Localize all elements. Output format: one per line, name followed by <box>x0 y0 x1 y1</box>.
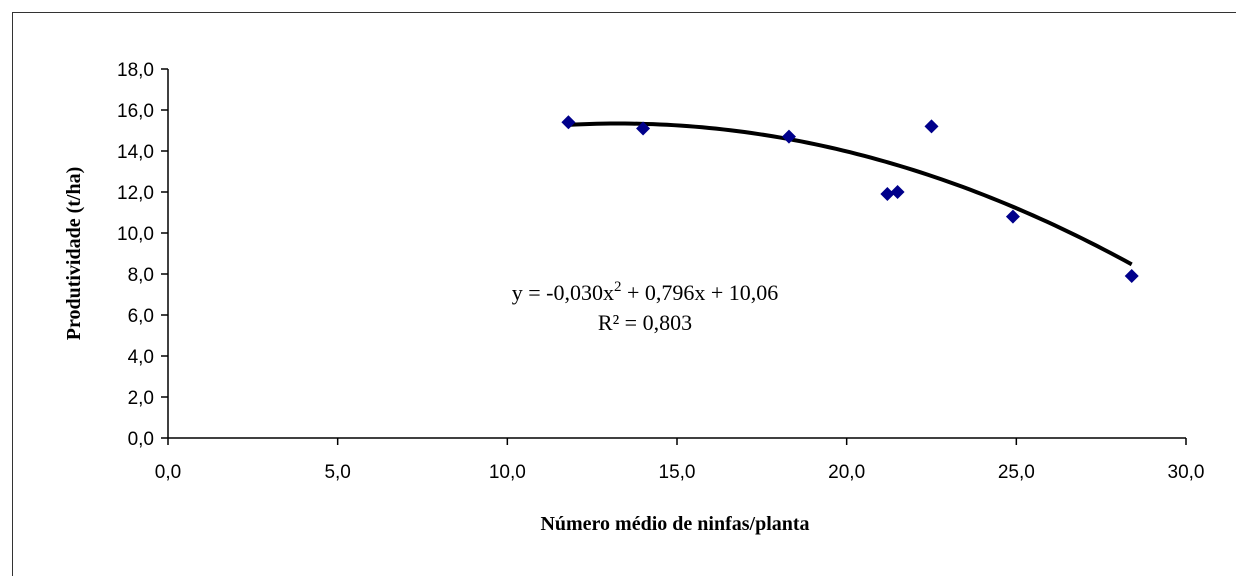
x-tick-label: 15,0 <box>659 462 696 483</box>
data-point <box>880 187 895 202</box>
x-tick-label: 30,0 <box>1168 462 1205 483</box>
y-tick-label: 6,0 <box>128 306 154 327</box>
y-tick-label: 10,0 <box>117 224 154 245</box>
data-point <box>1124 269 1139 284</box>
data-point <box>924 119 939 134</box>
x-tick-label: 10,0 <box>489 462 526 483</box>
data-point <box>781 129 796 144</box>
ticks <box>161 68 1187 445</box>
y-tick-label: 4,0 <box>128 347 154 368</box>
y-tick-label: 12,0 <box>117 183 154 204</box>
chart-frame <box>12 12 1236 576</box>
data-point <box>636 121 651 136</box>
tick-labels: 0,0 2,0 4,0 6,0 8,0 10,0 12,0 14,0 16,0 18,0 0,0 5,… <box>117 60 1204 483</box>
y-tick-label: 2,0 <box>128 388 154 409</box>
x-tick-label: 0,0 <box>155 462 181 483</box>
data-points <box>561 115 1139 284</box>
y-tick-label: 16,0 <box>117 101 154 122</box>
equation-superscript: 2 <box>614 279 622 295</box>
data-point <box>561 115 576 130</box>
x-tick-label: 20,0 <box>828 462 865 483</box>
x-tick-label: 25,0 <box>998 462 1035 483</box>
y-tick-label: 8,0 <box>128 265 154 286</box>
x-tick-label: 5,0 <box>324 462 350 483</box>
y-tick-label: 0,0 <box>128 429 154 450</box>
r-squared-label: R² = 0,803 <box>598 310 692 335</box>
equation-prefix: y = -0,030x <box>512 280 614 305</box>
trendline-equation: y = -0,030x2 + 0,796x + 10,06 <box>512 279 779 305</box>
data-point <box>1005 209 1020 224</box>
equation-suffix: + 0,796x + 10,06 <box>621 280 778 305</box>
x-axis-title: Número médio de ninfas/planta <box>540 513 809 535</box>
y-tick-label: 18,0 <box>117 60 154 81</box>
y-axis-title: Produtividade (t/ha) <box>63 167 85 341</box>
y-tick-label: 14,0 <box>117 142 154 163</box>
trendline <box>568 121 1133 267</box>
data-point <box>890 185 905 199</box>
